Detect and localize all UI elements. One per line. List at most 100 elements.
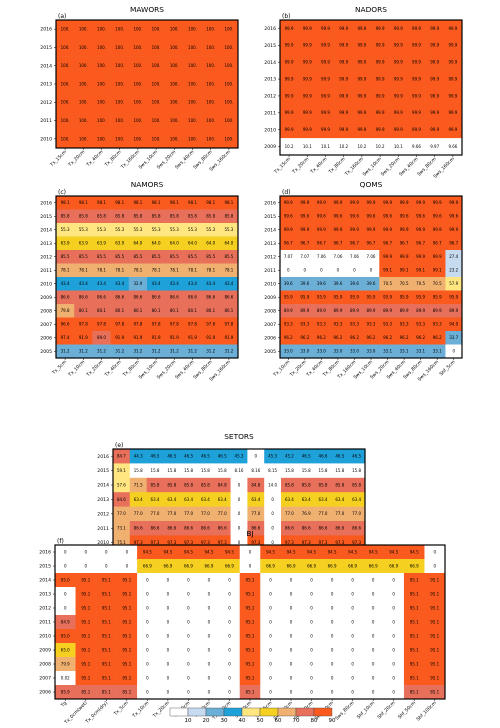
- cell-value-label: 99.9: [321, 76, 330, 81]
- heatmap-cell: [329, 263, 347, 278]
- y-tick-label: 2015: [39, 564, 51, 570]
- heatmap-cell: [298, 20, 317, 38]
- heatmap-cell: [92, 93, 111, 112]
- cell-value-label: 95.1: [246, 577, 255, 582]
- cell-value-label: 85.5: [152, 254, 161, 259]
- cell-value-label: 100.: [224, 63, 233, 68]
- cell-value-label: 0: [208, 689, 211, 694]
- heatmap-cell: [280, 587, 302, 602]
- heatmap-cell: [146, 449, 164, 464]
- heatmap-cell: [260, 685, 282, 700]
- panel-frame: [279, 19, 463, 156]
- cell-value-label: 0: [331, 675, 334, 680]
- heatmap-cell: [296, 209, 314, 224]
- cell-value-label: 100.: [152, 45, 161, 50]
- heatmap-cell: [110, 277, 130, 291]
- heatmap-cell: [201, 20, 221, 39]
- heatmap-cell: [110, 20, 130, 39]
- heatmap-cell: [92, 290, 111, 305]
- heatmap-cell: [92, 304, 111, 318]
- cell-value-label: 99.9: [400, 254, 409, 259]
- heatmap-cell: [128, 74, 148, 94]
- heatmap-cell: [403, 671, 425, 686]
- heatmap-cell: [281, 521, 299, 536]
- cell-value-label: 97.4: [61, 335, 70, 340]
- cell-value-label: 63.9: [61, 241, 70, 246]
- cell-value-label: 8.15: [268, 468, 277, 473]
- cell-value-label: 100.: [152, 100, 161, 105]
- panel-frame: [55, 195, 239, 359]
- cell-value-label: 0: [228, 675, 231, 680]
- heatmap-cell: [412, 250, 430, 264]
- heatmap-cell: [296, 304, 314, 318]
- heatmap-cell: [352, 104, 372, 122]
- heatmap-cell: [379, 223, 397, 237]
- cell-value-label: 95.1: [102, 577, 111, 582]
- cell-value-label: 86.6: [115, 295, 124, 300]
- heatmap-cell: [178, 545, 199, 560]
- cell-value-label: 31.2: [152, 349, 161, 354]
- cell-value-label: 97.8: [79, 322, 88, 327]
- cell-value-label: 84.8: [251, 482, 260, 487]
- cell-value-label: 95.1: [430, 619, 439, 624]
- cell-value-label: 100.: [61, 27, 70, 32]
- heatmap-cell: [329, 290, 347, 305]
- cell-value-label: 99.9: [376, 110, 385, 115]
- heatmap-cell: [92, 344, 111, 359]
- heatmap-cell: [147, 344, 166, 359]
- heatmap-cell: [128, 344, 148, 359]
- cell-value-label: 39.6: [317, 281, 326, 286]
- cell-value-label: 95.1: [410, 661, 419, 666]
- cell-value-label: 0: [392, 633, 395, 638]
- cell-value-label: 89.9: [416, 308, 425, 313]
- cell-value-label: 15.8: [335, 468, 344, 473]
- heatmap-cell: [92, 74, 111, 94]
- heatmap-cell: [146, 506, 164, 522]
- heatmap-cell: [342, 559, 364, 574]
- cell-value-label: 0: [290, 605, 293, 610]
- cell-value-label: 96.2: [350, 335, 359, 340]
- cell-value-label: 31.2: [224, 349, 233, 354]
- cell-value-label: 85.8: [302, 482, 311, 487]
- cell-value-label: 99.9: [285, 127, 294, 132]
- heatmap-cell: [260, 643, 282, 658]
- cell-value-label: 100.: [79, 63, 88, 68]
- cell-value-label: 43.4: [170, 281, 179, 286]
- cell-value-label: 86.6: [285, 526, 294, 531]
- cell-value-label: 80.1: [79, 308, 88, 313]
- cell-value-label: 99.9: [430, 43, 439, 48]
- cell-value-label: 46.5: [167, 454, 176, 459]
- cell-value-label: 0: [310, 619, 313, 624]
- heatmap-cell: [129, 477, 147, 493]
- heatmap-cell: [362, 223, 380, 237]
- cell-value-label: 84.6: [117, 497, 126, 502]
- cell-value-label: 0: [187, 661, 190, 666]
- cell-value-label: 99.6: [400, 214, 409, 219]
- cell-value-label: 99.9: [376, 60, 385, 65]
- cell-value-label: 99.9: [433, 227, 442, 232]
- heatmap-cell: [313, 290, 330, 305]
- cell-value-label: 0: [287, 268, 290, 273]
- heatmap-cell: [116, 573, 138, 588]
- heatmap-cell: [165, 196, 184, 210]
- cell-value-label: 91.9: [206, 335, 215, 340]
- colorbar-tick-label: 30: [221, 718, 228, 724]
- heatmap-cell: [137, 573, 158, 588]
- cell-value-label: 99.9: [394, 60, 403, 65]
- cell-value-label: 96.2: [383, 335, 392, 340]
- heatmap-cell: [219, 304, 239, 318]
- heatmap-cell: [342, 545, 364, 560]
- cell-value-label: 64.0: [188, 241, 197, 246]
- heatmap-cell: [313, 263, 330, 278]
- heatmap-cell: [128, 223, 148, 237]
- heatmap-cell: [313, 223, 330, 237]
- heatmap-cell: [110, 129, 130, 149]
- cell-value-label: 33.0: [367, 349, 376, 354]
- cell-value-label: 99.9: [412, 110, 421, 115]
- cell-value-label: 95.1: [246, 675, 255, 680]
- cell-value-label: 99.9: [300, 227, 309, 232]
- panel-label: (d): [282, 189, 291, 196]
- cell-value-label: 0: [351, 619, 354, 624]
- heatmap-cell: [313, 209, 330, 224]
- heatmap-cell: [74, 93, 93, 112]
